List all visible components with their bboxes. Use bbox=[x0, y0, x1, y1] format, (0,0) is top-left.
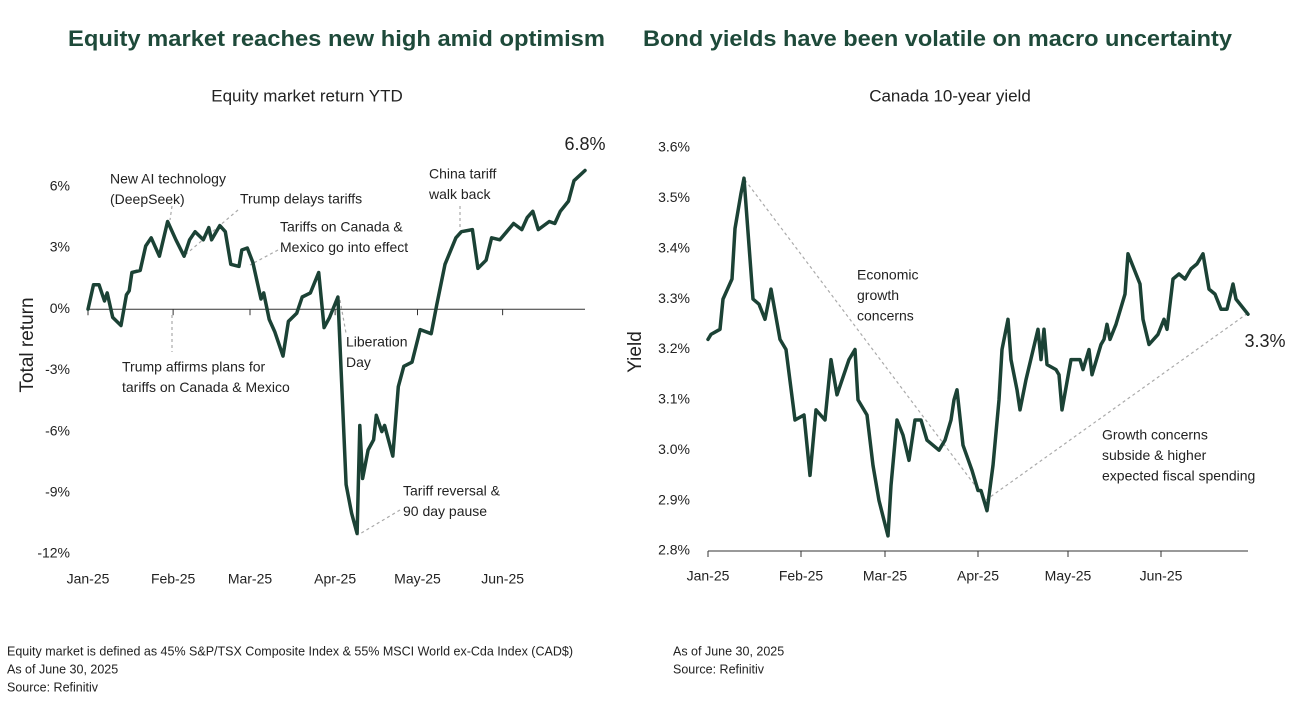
annotation: subside & higher bbox=[1102, 447, 1207, 463]
annotation: Economic bbox=[857, 267, 918, 283]
y-tick-label: -6% bbox=[45, 422, 70, 438]
y-axis-title: Total return bbox=[17, 297, 38, 392]
y-tick-label: 6% bbox=[50, 178, 70, 194]
x-tick-label: Apr-25 bbox=[314, 571, 356, 587]
x-tick-label: Jan-25 bbox=[687, 568, 730, 584]
annotation: Trump delays tariffs bbox=[240, 191, 362, 207]
leader-line bbox=[249, 249, 279, 266]
panel-heading: Equity market reaches new high amid opti… bbox=[68, 26, 605, 51]
y-tick-label: 3.2% bbox=[658, 340, 690, 356]
y-tick-label: 3.5% bbox=[658, 189, 690, 205]
end-label: 3.3% bbox=[1244, 331, 1285, 351]
x-tick-label: Apr-25 bbox=[957, 568, 999, 584]
x-tick-label: Jun-25 bbox=[481, 571, 524, 587]
annotation: walk back bbox=[428, 186, 491, 202]
y-axis-title: Yield bbox=[625, 331, 646, 373]
y-tick-label: 3.3% bbox=[658, 290, 690, 306]
y-tick-label: 2.8% bbox=[658, 542, 690, 558]
footnote: Source: Refinitiv bbox=[7, 680, 99, 694]
y-tick-label: -3% bbox=[45, 361, 70, 377]
footnote: As of June 30, 2025 bbox=[7, 662, 118, 676]
annotation: concerns bbox=[857, 308, 914, 324]
annotation: (DeepSeek) bbox=[110, 191, 185, 207]
end-label: 6.8% bbox=[564, 134, 605, 154]
annotation: tariffs on Canada & Mexico bbox=[122, 379, 290, 395]
footnote: Equity market is defined as 45% S&P/TSX … bbox=[7, 644, 573, 658]
annotation: New AI technology bbox=[110, 171, 226, 187]
data-line bbox=[706, 176, 1250, 538]
annotation: China tariff bbox=[429, 166, 497, 182]
chart-title: Equity market return YTD bbox=[211, 86, 402, 105]
annotation: growth bbox=[857, 287, 899, 303]
y-tick-label: 3.4% bbox=[658, 239, 690, 255]
x-tick-label: Jan-25 bbox=[67, 571, 110, 587]
y-tick-label: 3.0% bbox=[658, 441, 690, 457]
annotation: Tariffs on Canada & bbox=[280, 219, 403, 235]
x-tick-label: May-25 bbox=[1045, 568, 1092, 584]
y-tick-label: 2.9% bbox=[658, 491, 690, 507]
x-tick-label: Feb-25 bbox=[151, 571, 196, 587]
annotation: Mexico go into effect bbox=[280, 239, 408, 255]
panel-heading: Bond yields have been volatile on macro … bbox=[643, 26, 1233, 51]
leader-line bbox=[357, 509, 401, 536]
y-tick-label: 3.1% bbox=[658, 391, 690, 407]
annotation: Day bbox=[346, 354, 371, 370]
x-tick-label: Mar-25 bbox=[863, 568, 908, 584]
x-tick-label: Mar-25 bbox=[228, 571, 273, 587]
y-tick-label: 3% bbox=[50, 239, 70, 255]
chart-title: Canada 10-year yield bbox=[869, 86, 1031, 105]
footnote: As of June 30, 2025 bbox=[673, 644, 784, 658]
annotation: 90 day pause bbox=[403, 503, 487, 519]
x-tick-label: May-25 bbox=[394, 571, 441, 587]
y-tick-label: -9% bbox=[45, 484, 70, 500]
data-line bbox=[86, 168, 587, 536]
leader-line bbox=[169, 205, 173, 221]
annotation: Liberation bbox=[346, 334, 408, 350]
x-tick-label: Feb-25 bbox=[779, 568, 824, 584]
leader-line bbox=[744, 179, 987, 501]
footnote: Source: Refinitiv bbox=[673, 662, 765, 676]
y-tick-label: 0% bbox=[50, 300, 70, 316]
x-tick-label: Jun-25 bbox=[1140, 568, 1183, 584]
annotation: Tariff reversal & bbox=[403, 483, 501, 499]
y-tick-label: -12% bbox=[37, 545, 70, 561]
y-tick-label: 3.6% bbox=[658, 139, 690, 155]
annotation: Growth concerns bbox=[1102, 427, 1208, 443]
annotation: Trump affirms plans for bbox=[122, 359, 265, 375]
annotation: expected fiscal spending bbox=[1102, 468, 1255, 484]
